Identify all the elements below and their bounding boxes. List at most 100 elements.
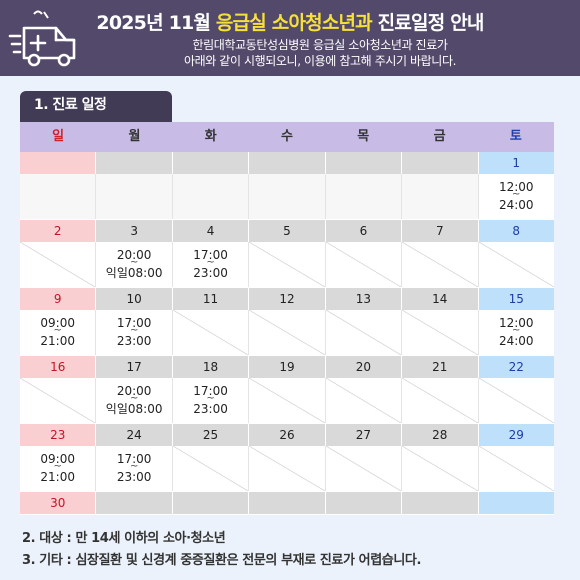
hours-cell-closed [325,378,403,423]
weekday-thu: 목 [357,129,370,144]
date-cell: 24 [96,424,173,446]
date-cell-empty [96,492,173,514]
date-row: 30 [20,492,554,514]
hours-from: 12:00 [498,316,534,330]
date-cell: 2 [20,220,97,242]
date-cell-empty [325,152,403,174]
hours-to: 23:00 [193,402,228,416]
date-cell: 15 [478,288,554,310]
hours-cell-blank [96,174,173,219]
subtitle-line-2: 아래와 같이 시행되오니, 이용에 참고해 주시기 바랍니다. [183,54,457,68]
weekday-fri: 금 [433,129,446,144]
date-cell: 16 [20,356,97,378]
hours-row: 20:00 ~ 익일08:00 17:00 ~23:00 [20,378,554,423]
date-cell: 14 [402,288,479,310]
calendar-week: 16 17 18 19 20 21 22 20:00 ~ 익일08:00 17:00 ~23:00 [20,356,554,424]
hours-cell: 17:00 ~23:00 [172,378,250,423]
hours-cell-closed [172,446,250,491]
hours-to: 24:00 [498,198,534,212]
hours-cell-blank [402,174,479,219]
hours-cell: 12:00 ~24:00 [478,310,554,355]
hours-cell-closed [325,310,403,355]
hours-from: 20:00 [116,384,152,398]
date-row: 23 24 25 26 27 28 29 [20,424,554,446]
date-cell: 12 [249,288,326,310]
hours-to: 24:00 [498,334,534,348]
hours-cell-closed [249,378,326,423]
date-cell: 9 [20,288,97,310]
calendar-week: 1 12:00 ~24:00 [20,152,554,220]
hours-to: 익일08:00 [105,266,163,280]
hours-from: 09:00 [40,452,75,466]
date-cell-empty [249,492,326,514]
date-cell: 3 [96,220,173,242]
date-cell: 1 [478,152,554,174]
date-cell-empty [249,152,326,174]
date-cell: 11 [172,288,250,310]
hours-cell-closed [20,242,97,287]
calendar-week: 9 10 11 12 13 14 15 09:00 ~21:00 17:00 ~23:00 12:00… [20,288,554,356]
date-cell: 5 [249,220,326,242]
hours-cell-blank [325,174,403,219]
hours-cell-closed [478,242,554,287]
hours-row: 09:00 ~21:00 17:00 ~23:00 [20,446,554,491]
hours-to: 21:00 [40,470,75,484]
calendar-week: 30 [20,492,554,515]
hours-separator: ~ [512,325,521,336]
hours-cell-closed [402,378,479,423]
hours-cell: 12:00 ~24:00 [478,174,554,219]
date-cell: 18 [172,356,250,378]
hours-cell-closed [402,242,479,287]
hours-cell: 20:00 ~ 익일08:00 [96,378,173,423]
date-cell: 23 [20,424,97,446]
hours-separator: ~ [53,461,62,472]
notes: 2. 대상 : 만 14세 이하의 소아·청소년 3. 기타 : 심장질환 및 … [22,528,421,572]
hours-from: 17:00 [193,384,228,398]
date-row: 1 [20,152,554,174]
hours-cell-closed [249,242,326,287]
date-cell-empty [20,152,97,174]
weekday-wed: 수 [281,129,293,144]
date-cell: 6 [325,220,403,242]
hours-row: 20:00 ~ 익일08:00 17:00 ~23:00 [20,242,554,287]
date-cell-empty [402,492,479,514]
header-banner: 2025년 11월 응급실 소아청소년과 진료일정 안내 한림대학교동탄성심병원… [0,0,580,76]
weekday-header: 일 월 화 수 목 금 토 [20,122,554,152]
hours-from: 20:00 [116,248,152,262]
date-cell-empty [172,152,250,174]
hours-cell: 17:00 ~23:00 [96,446,173,491]
hours-separator: ~ [129,461,139,472]
date-cell-empty [172,492,250,514]
hours-cell: 09:00 ~21:00 [20,310,97,355]
date-cell: 25 [172,424,250,446]
date-cell: 22 [478,356,554,378]
date-cell: 29 [478,424,554,446]
hours-cell-blank [20,174,97,219]
calendar-week: 2 3 4 5 6 7 8 20:00 ~ 익일08:00 17:00 ~23:00 [20,220,554,288]
date-cell: 28 [402,424,479,446]
note-target: 2. 대상 : 만 14세 이하의 소아·청소년 [22,531,226,546]
page-title: 2025년 11월 응급실 소아청소년과 진료일정 안내 [96,12,484,34]
date-cell-empty [96,152,173,174]
date-cell: 4 [172,220,250,242]
date-cell: 30 [20,492,97,514]
calendar-week: 23 24 25 26 27 28 29 09:00 ~21:00 17:00 ~23:00 [20,424,554,492]
ambulance-icon [8,10,76,67]
date-cell: 20 [325,356,403,378]
date-cell: 13 [325,288,403,310]
hours-cell: 17:00 ~23:00 [172,242,250,287]
hours-from: 17:00 [116,452,152,466]
hours-from: 17:00 [193,248,228,262]
date-cell-empty [402,152,479,174]
hours-cell-closed [249,446,326,491]
hours-separator: ~ [206,393,215,404]
hours-to: 23:00 [116,334,152,348]
hours-cell: 20:00 ~ 익일08:00 [96,242,173,287]
hours-cell: 17:00 ~23:00 [96,310,173,355]
hours-cell-closed [478,446,554,491]
hours-cell-blank [249,174,326,219]
hours-cell-closed [325,242,403,287]
hours-to: 23:00 [193,266,228,280]
schedule-calendar: 일 월 화 수 목 금 토 1 12:00 ~24:00 2 3 4 5 6 7 8 20:00 ~ 익… [20,122,554,515]
hours-cell-closed [325,446,403,491]
